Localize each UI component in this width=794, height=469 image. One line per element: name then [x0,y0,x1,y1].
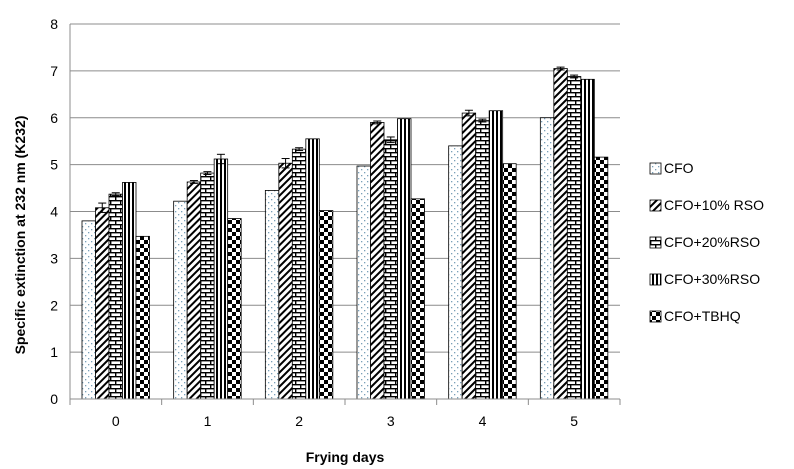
axes [69,24,621,405]
legend-label: CFO [664,160,694,176]
bar-brick-day-3 [383,139,398,400]
legend-swatch [649,162,662,175]
x-tick-label: 1 [204,413,212,429]
bar-vertical-day-1 [213,158,229,400]
bar-brick-day-2 [291,148,307,400]
bar-vertical-day-2 [305,138,320,400]
bar-dots-day-4 [448,145,463,400]
bar-checker-day-1 [227,218,242,400]
bar-checker-day-5 [593,156,609,400]
legend-label: CFO+20%RSO [664,234,760,250]
bar-checker-day-0 [135,235,150,400]
bar-dots-day-0 [81,220,96,400]
bar-diagonal-day-3 [370,122,385,400]
bar-dots-day-5 [539,117,555,400]
error-bars [98,66,579,213]
x-axis-title: Frying days [306,449,385,465]
bar-diagonal-day-5 [553,68,568,400]
bar-brick-day-4 [475,120,490,400]
legend-label: CFO+TBHQ [664,308,741,324]
y-tick-label: 5 [50,157,58,173]
x-tick-label: 0 [112,413,120,429]
x-tick-label: 3 [387,413,395,429]
legend-swatch [649,310,662,323]
y-tick-label: 0 [50,391,58,407]
gridlines [70,23,620,400]
y-tick-label: 6 [50,110,58,126]
legend-label: CFO+10% RSO [664,197,764,213]
legend-swatch [649,273,662,286]
bar-dots-day-2 [264,190,280,400]
bar-brick-day-1 [200,172,215,400]
bar-checker-day-2 [318,210,334,400]
bar-dots-day-3 [356,165,371,400]
x-tick-label: 5 [570,413,578,429]
x-tick-labels: 0 1 2 3 4 5 [112,413,578,429]
y-tick-label: 8 [50,16,58,32]
y-tick-label: 2 [50,297,58,313]
bar-vertical-day-0 [122,182,137,400]
bar-checker-day-4 [502,163,517,400]
bars [81,68,609,400]
bar-diagonal-day-0 [95,207,110,400]
legend-swatch [649,199,662,212]
bar-brick-day-0 [108,193,123,400]
y-tick-label: 1 [50,344,58,360]
bar-diagonal-day-2 [278,162,293,400]
legend-label: CFO+30%RSO [664,271,760,287]
y-axis-title: Specific extinction at 232 nm (K232) [12,116,28,355]
y-tick-label: 7 [50,63,58,79]
x-tick-label: 4 [479,413,487,429]
bar-brick-day-5 [566,76,582,400]
x-tick-label: 2 [295,413,303,429]
bar-vertical-day-5 [580,78,595,400]
legend-swatch [649,236,662,249]
bar-vertical-day-4 [488,110,504,400]
y-tick-labels: 0 1 2 3 4 5 6 7 8 [50,16,58,407]
bar-checker-day-3 [410,198,425,400]
bar-diagonal-day-4 [461,112,477,400]
bar-diagonal-day-1 [186,181,202,400]
bar-dots-day-1 [173,200,188,400]
legend: CFO CFO+10% RSO CFO+20%RSO CFO+30%RSO CFO+TB… [649,160,764,324]
y-tick-label: 3 [50,250,58,266]
bar-vertical-day-3 [397,118,412,400]
y-tick-label: 4 [50,204,58,220]
